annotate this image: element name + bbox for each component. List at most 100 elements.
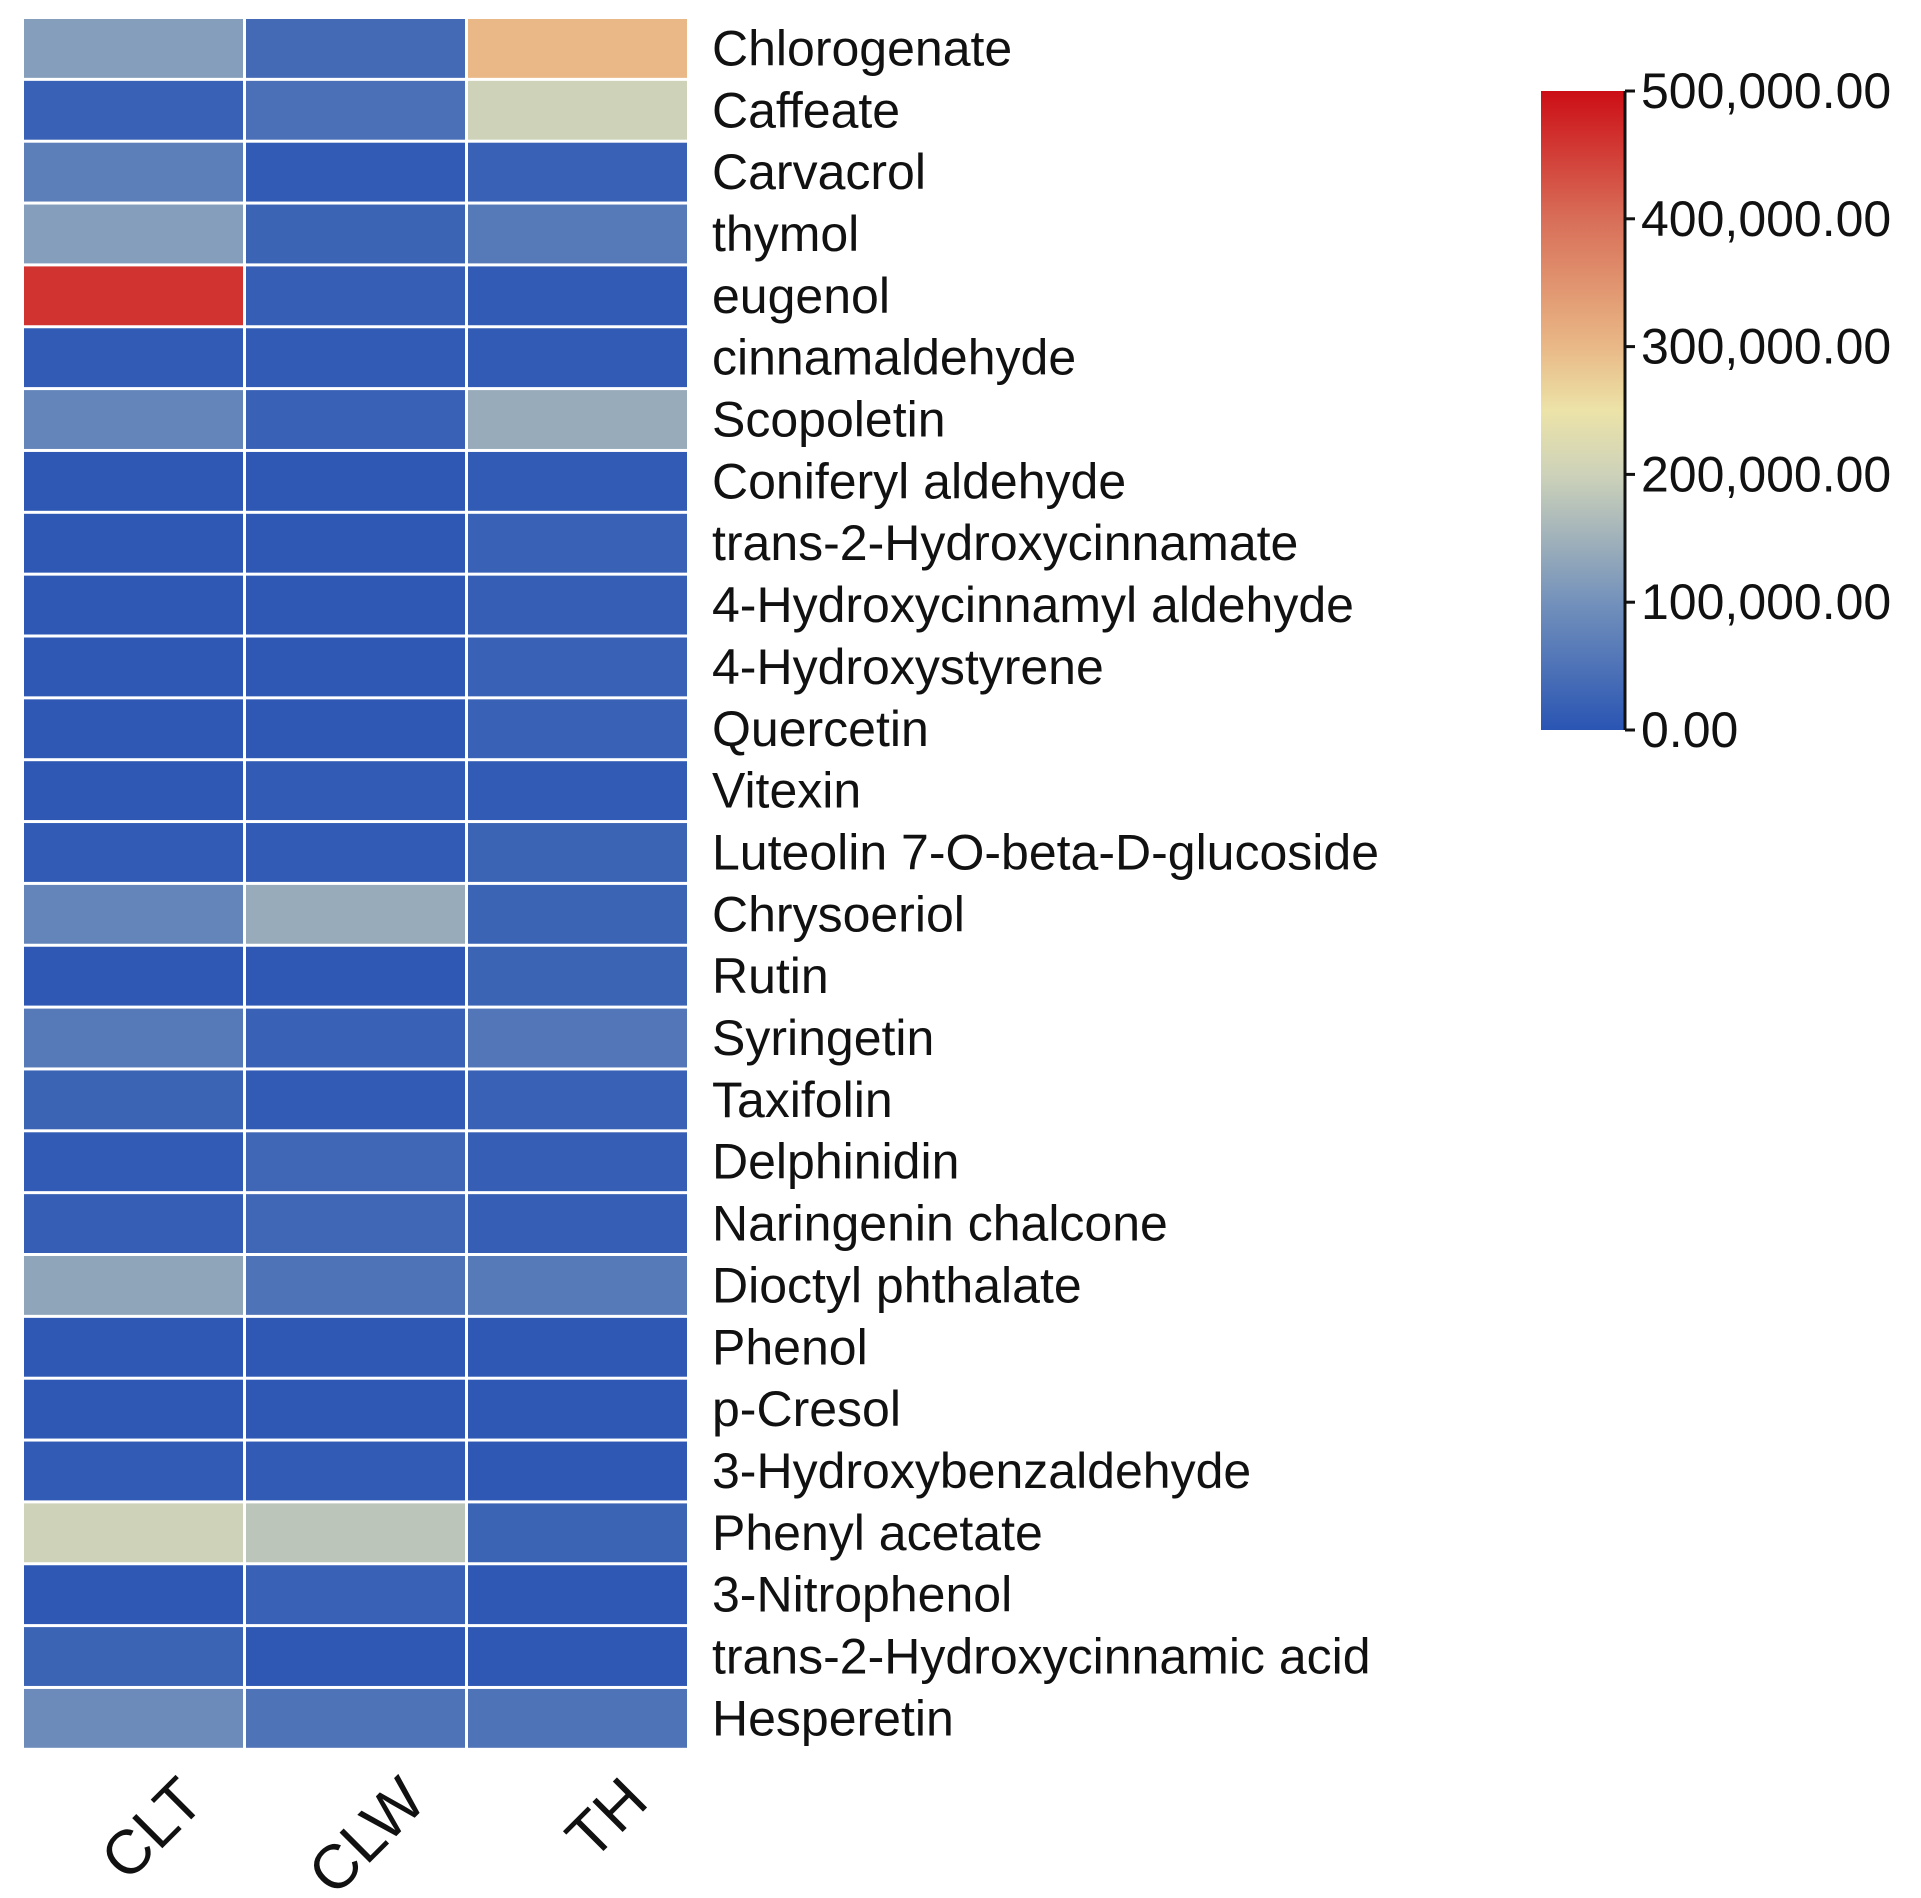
cell-rutin-clw [246,946,465,1006]
heatmap-cells [24,19,687,1748]
cell-delphinidin-clt [24,1132,243,1192]
row-label-taxifolin: Taxifolin [712,1072,893,1128]
row-label-trans-2-hydroxycinnamic-acid: trans-2-Hydroxycinnamic acid [712,1629,1371,1685]
cell-4-hydroxystyrene-clw [246,637,465,697]
cell-naringenin-chalcone-th [468,1194,687,1253]
cell-rutin-clt [24,946,243,1006]
row-label-quercetin: Quercetin [712,701,929,757]
cell-coniferyl-aldehyde-clt [24,451,243,511]
cell-naringenin-chalcone-clw [246,1194,465,1253]
row-label-naringenin-chalcone: Naringenin chalcone [712,1196,1168,1252]
row-label-caffeate: Caffeate [712,82,900,138]
row-label-chlorogenate: Chlorogenate [712,20,1012,76]
cell-eugenol-clt [24,266,243,326]
cell-phenyl-acetate-clt [24,1503,243,1563]
cell-chlorogenate-clw [246,19,465,78]
cell-4-hydroxystyrene-th [468,637,687,697]
cell-delphinidin-clw [246,1132,465,1192]
cell-hesperetin-clw [246,1688,465,1748]
cell-chlorogenate-clt [24,19,243,78]
cell-naringenin-chalcone-clt [24,1194,243,1253]
cell-thymol-clt [24,204,243,264]
row-label-coniferyl-aldehyde: Coniferyl aldehyde [712,453,1126,509]
cell-chrysoeriol-clt [24,884,243,944]
row-label-delphinidin: Delphinidin [712,1134,959,1190]
cell-dioctyl-phthalate-clt [24,1256,243,1315]
cell-eugenol-th [468,266,687,326]
row-label-dioctyl-phthalate: Dioctyl phthalate [712,1257,1082,1313]
cell-syringetin-th [468,1008,687,1068]
cell-4-hydroxycinnamyl-aldehyde-clw [246,575,465,635]
cell-syringetin-clt [24,1008,243,1068]
column-labels: CLT CLW TH [88,1765,660,1898]
cell-vitexin-clw [246,761,465,821]
cell-dioctyl-phthalate-th [468,1256,687,1315]
cell-trans-2-hydroxycinnamic-acid-clw [246,1627,465,1686]
column-label-th: TH [553,1765,660,1872]
cell-cinnamaldehyde-clt [24,328,243,388]
cell-3-hydroxybenzaldehyde-th [468,1441,687,1501]
cell-3-nitrophenol-th [468,1565,687,1625]
cell-phenyl-acetate-th [468,1503,687,1563]
cell-phenol-th [468,1317,687,1377]
cell-vitexin-clt [24,761,243,821]
row-label-rutin: Rutin [712,948,829,1004]
cell-rutin-th [468,946,687,1006]
cell-quercetin-clt [24,699,243,759]
cell-carvacrol-th [468,142,687,202]
cell-chrysoeriol-th [468,884,687,944]
colorbar-tick-label: 200,000.00 [1641,446,1891,502]
colorbar-tick-label: 300,000.00 [1641,319,1891,375]
row-label-vitexin: Vitexin [712,763,861,819]
row-labels: Chlorogenate Caffeate Carvacrol thymol eugen… [712,20,1379,1746]
cell-taxifolin-clw [246,1070,465,1130]
row-label-phenol: Phenol [712,1319,868,1375]
cell-caffeate-clw [246,80,465,140]
cell-luteolin-7-o-beta-d-glucoside-clw [246,823,465,882]
cell-delphinidin-th [468,1132,687,1192]
colorbar-gradient [1541,91,1625,730]
cell-3-nitrophenol-clw [246,1565,465,1625]
cell-hesperetin-th [468,1688,687,1748]
row-label-thymol: thymol [712,206,859,262]
cell-caffeate-clt [24,80,243,140]
cell-phenol-clt [24,1317,243,1377]
cell-quercetin-clw [246,699,465,759]
cell-quercetin-th [468,699,687,759]
cell-3-hydroxybenzaldehyde-clw [246,1441,465,1501]
cell-cinnamaldehyde-th [468,328,687,388]
row-label-3-hydroxybenzaldehyde: 3-Hydroxybenzaldehyde [712,1443,1251,1499]
cell-scopoletin-clt [24,390,243,449]
colorbar: 0.00 100,000.00 200,000.00 300,000.00 400,00… [1541,63,1891,758]
cell-4-hydroxystyrene-clt [24,637,243,697]
cell-thymol-clw [246,204,465,264]
row-label-luteolin-7-o-beta-d-glucoside: Luteolin 7-O-beta-D-glucoside [712,824,1379,880]
colorbar-tick-label: 400,000.00 [1641,191,1891,247]
column-label-clt: CLT [88,1765,216,1893]
row-label-syringetin: Syringetin [712,1010,934,1066]
cell-phenyl-acetate-clw [246,1503,465,1563]
cell-coniferyl-aldehyde-th [468,451,687,511]
cell-thymol-th [468,204,687,264]
cell-eugenol-clw [246,266,465,326]
cell-dioctyl-phthalate-clw [246,1256,465,1315]
cell-hesperetin-clt [24,1688,243,1748]
row-label-trans-2-hydroxycinnamate: trans-2-Hydroxycinnamate [712,515,1298,571]
row-label-4-hydroxystyrene: 4-Hydroxystyrene [712,639,1104,695]
row-label-scopoletin: Scopoletin [712,392,946,448]
cell-coniferyl-aldehyde-clw [246,451,465,511]
cell-chrysoeriol-clw [246,884,465,944]
cell-taxifolin-th [468,1070,687,1130]
cell-3-hydroxybenzaldehyde-clt [24,1441,243,1501]
row-label-cinnamaldehyde: cinnamaldehyde [712,330,1076,386]
row-label-phenyl-acetate: Phenyl acetate [712,1505,1043,1561]
cell-syringetin-clw [246,1008,465,1068]
cell-cinnamaldehyde-clw [246,328,465,388]
cell-trans-2-hydroxycinnamate-th [468,513,687,573]
cell-carvacrol-clt [24,142,243,202]
cell-p-cresol-clw [246,1379,465,1439]
row-label-p-cresol: p-Cresol [712,1381,901,1437]
row-label-hesperetin: Hesperetin [712,1690,954,1746]
cell-p-cresol-clt [24,1379,243,1439]
